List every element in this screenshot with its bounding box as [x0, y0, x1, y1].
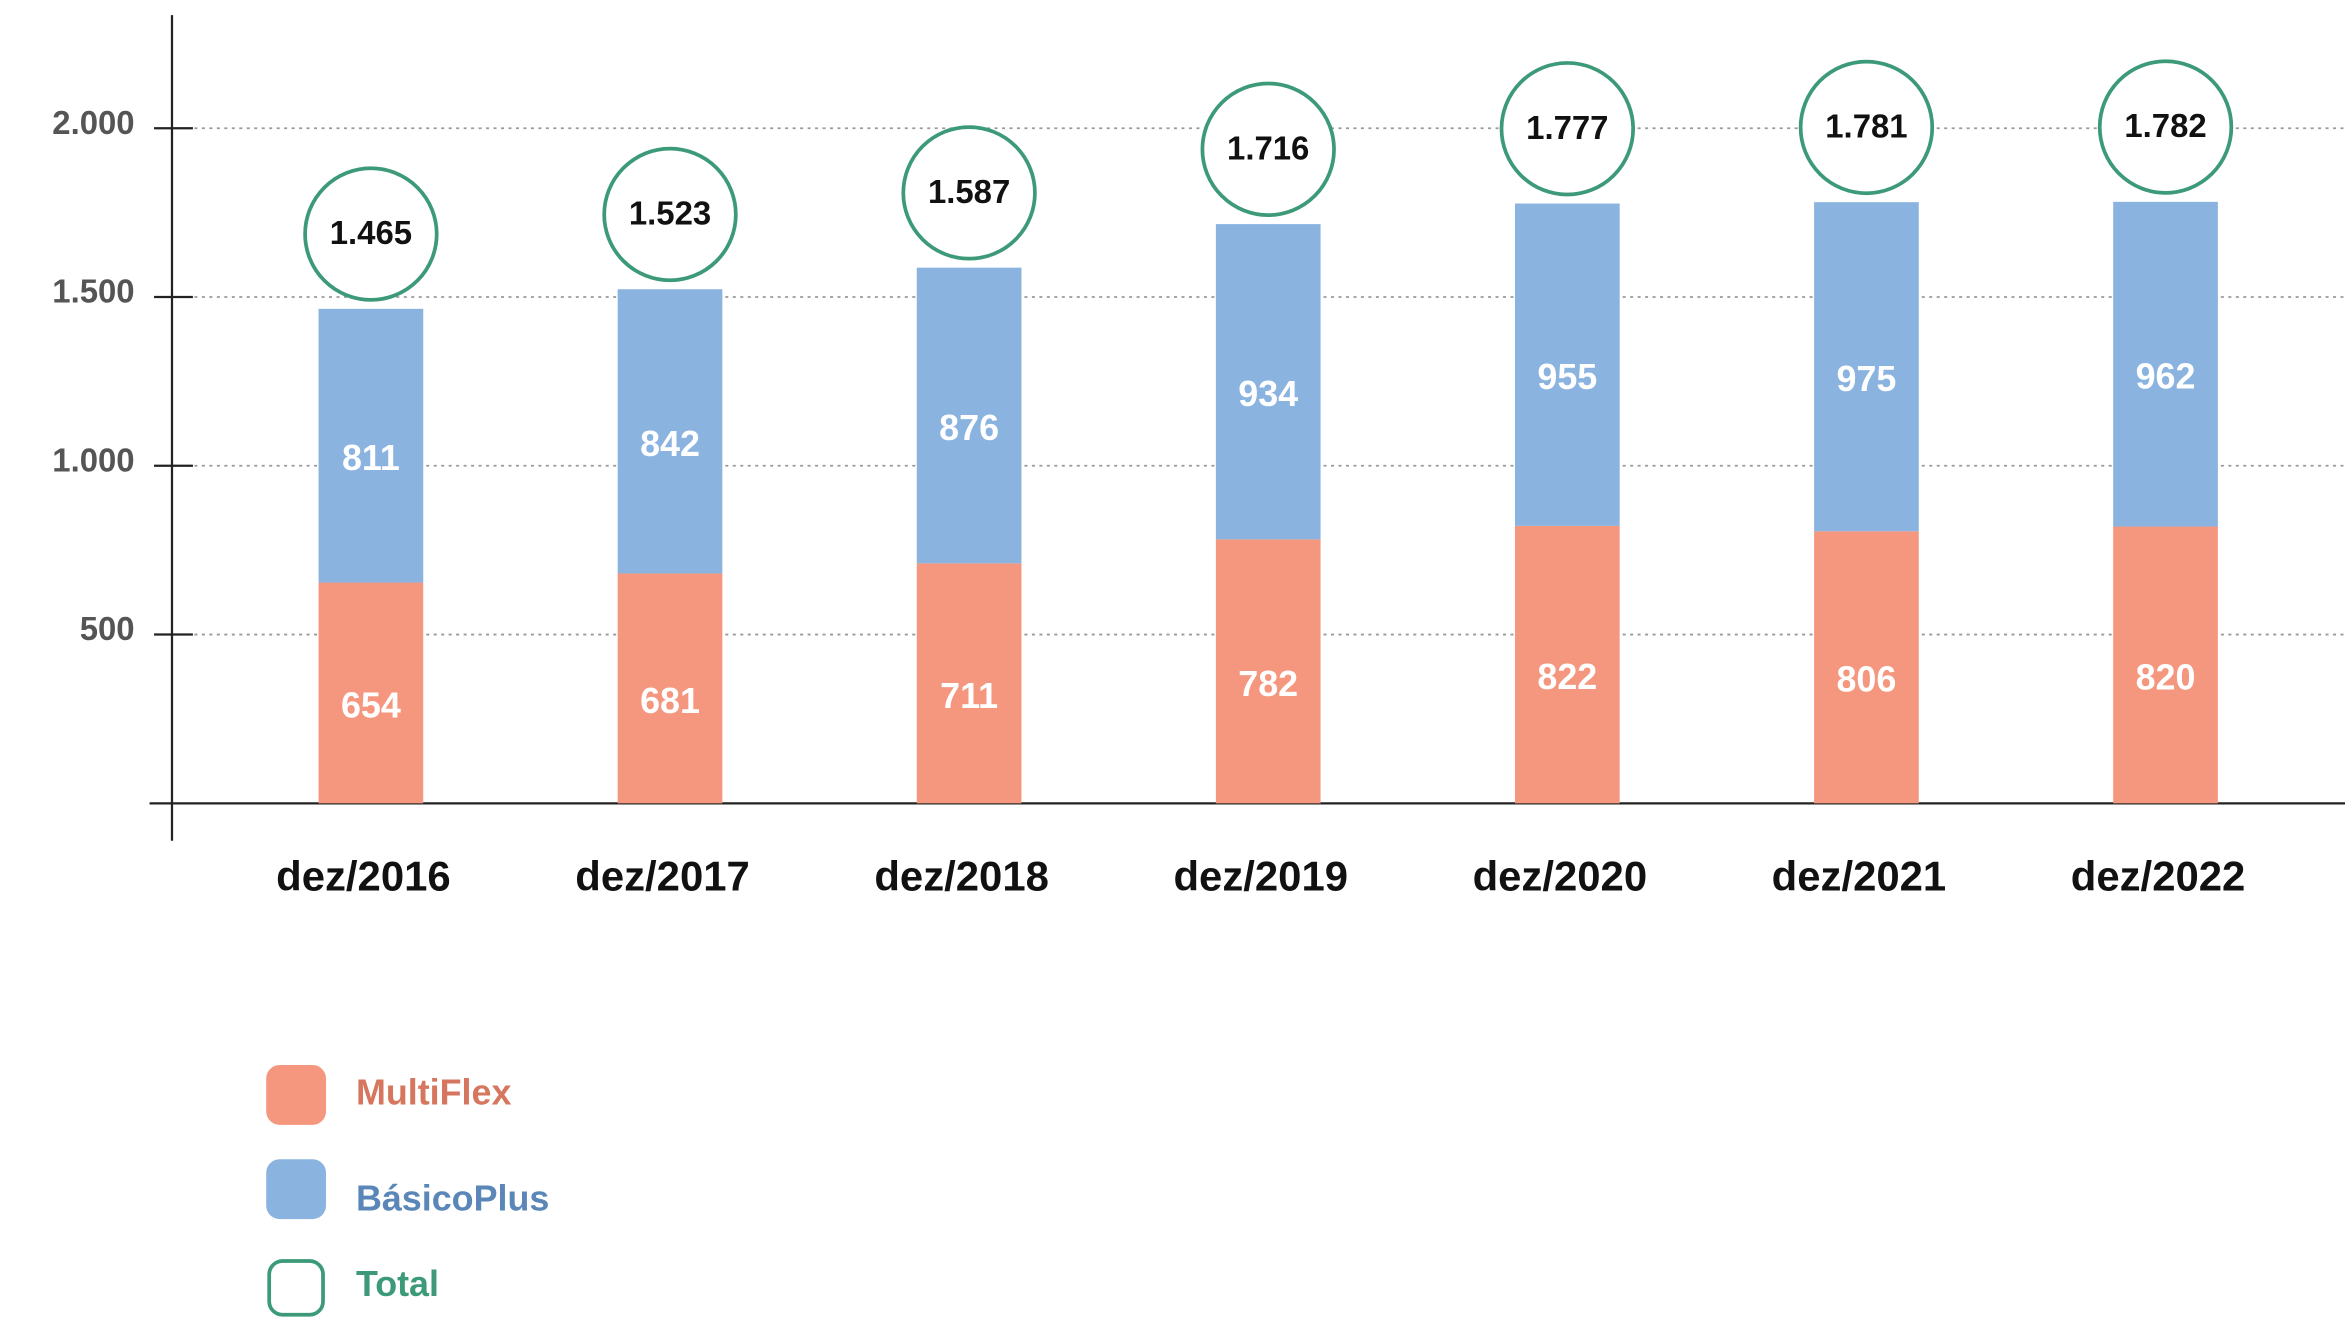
total-marker: [602, 146, 738, 283]
total-label: 1.523: [629, 195, 711, 232]
total-marker: [901, 125, 1037, 261]
x-tick-label: dez/2022: [2071, 853, 2246, 900]
legend-label: MultiFlex: [356, 1072, 512, 1112]
total-label: 1.465: [330, 214, 412, 251]
bar-segment: [617, 289, 723, 574]
x-tick-label: dez/2017: [575, 853, 750, 900]
bar-segment: [1215, 224, 1321, 540]
bar-value-label: 975: [1836, 359, 1896, 399]
total-label: 1.782: [2124, 107, 2206, 144]
total-label: 1.716: [1227, 130, 1309, 167]
bar-value-label: 681: [640, 681, 700, 721]
legend-swatch: [267, 1259, 325, 1317]
bar-value-label: 654: [341, 685, 401, 725]
x-tick-label: dez/2021: [1772, 853, 1947, 900]
bar-segment: [916, 563, 1022, 804]
bar-segment: [617, 573, 723, 804]
bar-segment: [2113, 201, 2218, 527]
x-tick-label: dez/2019: [1173, 853, 1348, 900]
bar-segment: [1514, 203, 1620, 526]
bar-segment: [1514, 525, 1620, 804]
bar-value-label: 811: [342, 438, 400, 478]
total-marker: [303, 166, 439, 302]
bar-segment: [916, 267, 1022, 564]
bar-value-label: 822: [1537, 657, 1597, 697]
legend-swatch: [266, 1065, 327, 1125]
total-marker: [1499, 61, 1635, 197]
y-tick-label: 2.000: [52, 104, 134, 141]
y-tick-label: 500: [80, 610, 135, 647]
bar-value-label: 711: [940, 676, 998, 716]
y-tick-label: 1.000: [52, 441, 134, 478]
x-tick-label: dez/2020: [1473, 853, 1648, 900]
y-tick-label: 1.500: [52, 273, 134, 310]
bar-value-label: 876: [939, 408, 999, 448]
bar-segment: [1814, 531, 1919, 804]
legend-label: BásicoPlus: [356, 1179, 549, 1219]
total-label: 1.587: [928, 173, 1010, 210]
bar-value-label: 806: [1836, 660, 1896, 700]
bar-segment: [1814, 202, 1919, 532]
bar-value-label: 820: [2136, 657, 2196, 697]
bar-segment: [2113, 526, 2218, 804]
x-tick-label: dez/2018: [874, 853, 1049, 900]
bar-segment: [318, 582, 424, 804]
bar-segment: [318, 308, 424, 583]
bar-value-label: 934: [1238, 374, 1298, 414]
bar-value-label: 962: [2136, 357, 2196, 397]
total-label: 1.781: [1825, 108, 1907, 145]
legend-swatch: [266, 1159, 327, 1220]
legend-label: Total: [356, 1264, 439, 1304]
bar-segment: [1215, 539, 1321, 804]
total-marker: [2097, 59, 2234, 195]
total-marker: [1200, 81, 1336, 218]
bar-value-label: 955: [1537, 357, 1597, 397]
total-label: 1.777: [1526, 109, 1608, 146]
bar-value-label: 782: [1238, 664, 1298, 704]
x-tick-label: dez/2016: [276, 853, 451, 900]
bar-value-label: 842: [640, 424, 700, 464]
total-marker: [1798, 59, 1935, 196]
